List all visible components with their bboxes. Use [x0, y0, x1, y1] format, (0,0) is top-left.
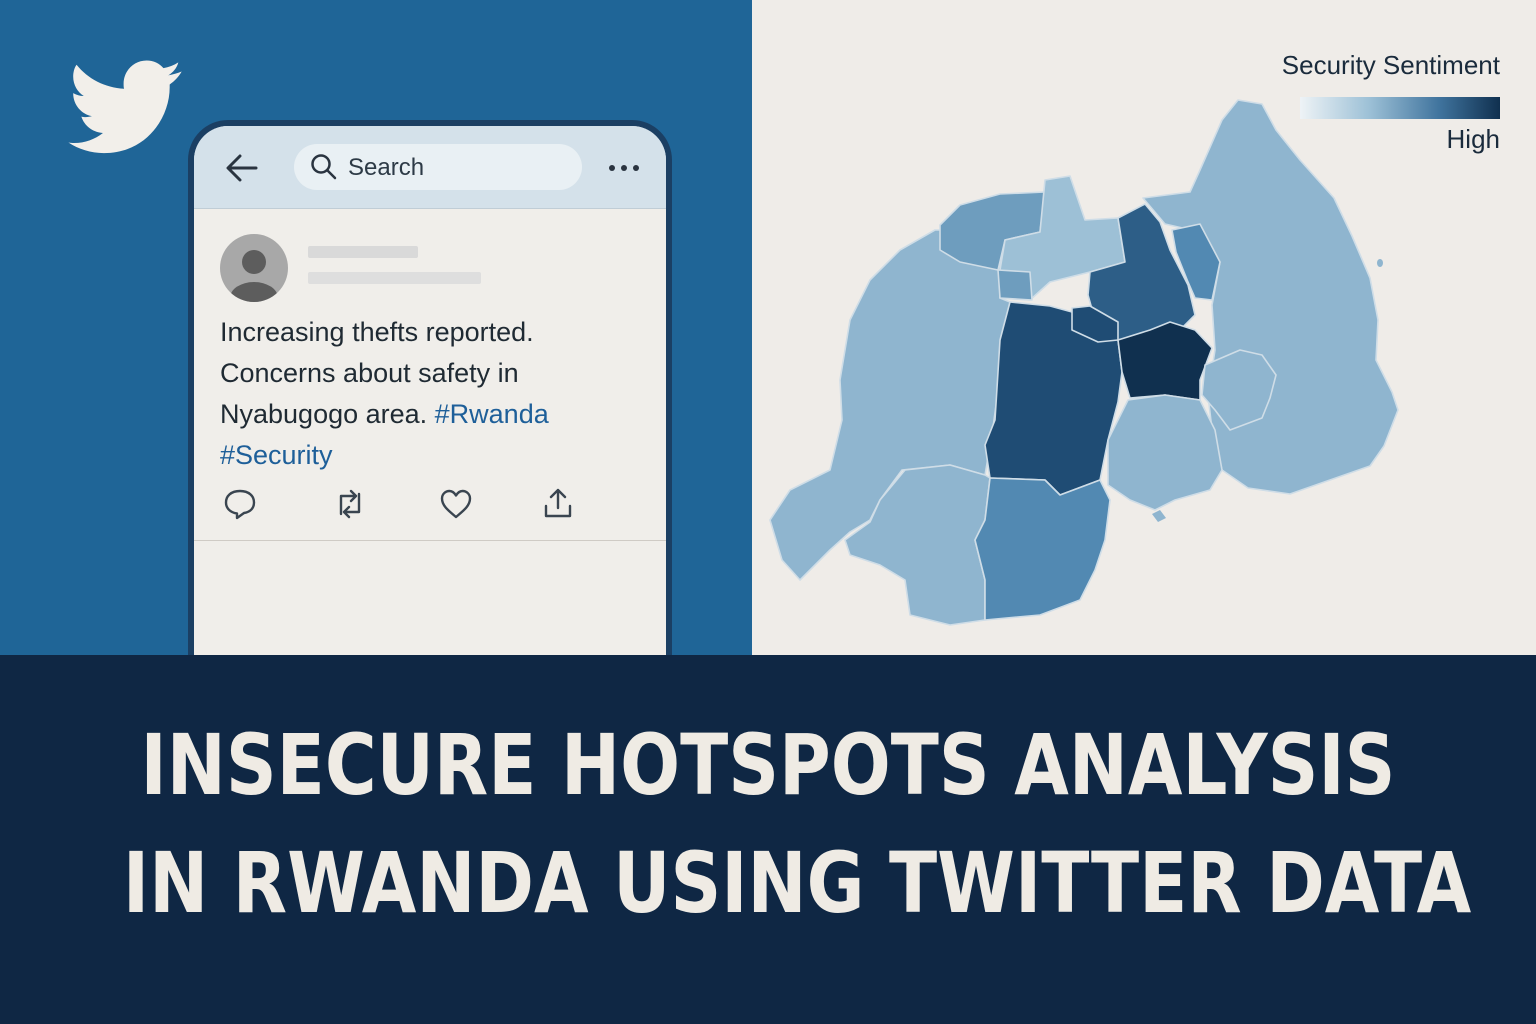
- username-placeholder: [308, 246, 418, 258]
- phone-screen: Search Increasing thefts reported. Conc: [194, 126, 666, 655]
- hashtag-rwanda[interactable]: #Rwanda: [434, 399, 549, 429]
- legend-high-label: High: [1446, 124, 1500, 154]
- left-panel: Search Increasing thefts reported. Conc: [0, 0, 752, 655]
- map-region-east-inner[interactable]: [1201, 349, 1277, 431]
- map-region-kigali[interactable]: [1117, 321, 1213, 401]
- retweet-icon[interactable]: [332, 486, 368, 522]
- map-region-northwest[interactable]: [939, 191, 1046, 271]
- search-placeholder: Search: [348, 154, 425, 181]
- back-arrow-icon[interactable]: [222, 148, 262, 188]
- handle-placeholder: [308, 272, 481, 284]
- search-icon: [311, 154, 337, 180]
- legend-gradient-bar: [1300, 97, 1500, 119]
- map-lake-island: [1377, 259, 1383, 267]
- map-region-southwest[interactable]: [844, 464, 991, 626]
- more-icon[interactable]: [604, 150, 644, 186]
- twitter-bird-icon: [68, 60, 182, 154]
- title-banner: INSECURE HOTSPOTS ANALYSIS IN RWANDA USI…: [0, 655, 1536, 1024]
- map-lake-island: [1152, 510, 1166, 522]
- app-bar: Search: [194, 126, 666, 209]
- avatar-icon[interactable]: [220, 234, 288, 302]
- like-icon[interactable]: [438, 486, 474, 522]
- map-region-north[interactable]: [999, 175, 1126, 301]
- reply-icon[interactable]: [222, 486, 258, 522]
- hashtag-security[interactable]: #Security: [220, 440, 333, 470]
- map-region-south[interactable]: [974, 477, 1111, 621]
- map-region-east[interactable]: [1142, 99, 1399, 495]
- title-line-2: IN RWANDA USING TWITTER DATA: [122, 834, 1472, 932]
- map-lake-island: [1358, 378, 1368, 388]
- search-input[interactable]: Search: [294, 144, 582, 190]
- map-region-bugesera[interactable]: [1107, 394, 1223, 511]
- legend-title: Security Sentiment: [1281, 50, 1500, 80]
- share-icon[interactable]: [540, 486, 576, 522]
- tweet-body: Increasing thefts reported. Concerns abo…: [220, 317, 534, 429]
- tweet-text: Increasing thefts reported. Concerns abo…: [220, 312, 640, 476]
- map-region-northeast-small[interactable]: [1171, 223, 1221, 301]
- map-region-north-small[interactable]: [997, 269, 1033, 301]
- tweet-divider: [194, 540, 666, 541]
- phone-frame: Search Increasing thefts reported. Conc: [188, 120, 672, 655]
- rwanda-choropleth-map: [769, 99, 1399, 626]
- title-line-1: INSECURE HOTSPOTS ANALYSIS: [140, 716, 1396, 814]
